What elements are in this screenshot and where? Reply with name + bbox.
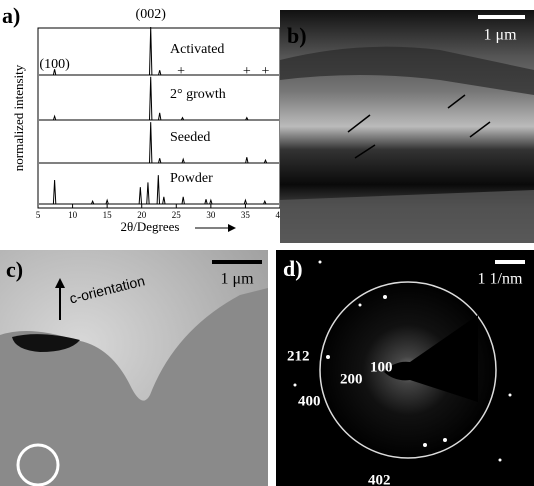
peak (181, 196, 185, 205)
peak (146, 182, 150, 205)
panel-label: a) (2, 3, 20, 28)
peak (90, 199, 95, 205)
peak (138, 187, 143, 205)
peak-label: (100) (39, 57, 70, 72)
peak (149, 122, 153, 164)
peak (204, 199, 208, 205)
series-label: Activated (170, 42, 224, 57)
peak-label: (002) (136, 7, 167, 22)
scale-label: 1 μm (483, 27, 517, 44)
x-tick-label: 5 (36, 210, 41, 220)
peak (243, 198, 248, 205)
panel-label: d) (283, 256, 303, 281)
image-region (12, 334, 80, 352)
panel-label: b) (287, 23, 307, 48)
peak (181, 157, 185, 164)
arrow-head (55, 278, 65, 288)
y-axis-label: normalized intensity (11, 64, 26, 171)
x-tick-label: 15 (103, 210, 113, 220)
spot-label: 402 (368, 472, 391, 486)
spot-label: 212 (287, 348, 310, 364)
x-tick-label: 35 (241, 210, 251, 220)
phase-marker: + (177, 64, 185, 79)
spots (293, 260, 512, 462)
x-tick-label: 25 (172, 210, 182, 220)
peak (245, 116, 249, 121)
peak (52, 114, 57, 121)
x-tick-label: 30 (206, 210, 216, 220)
series-label: 2° growth (170, 87, 226, 102)
spot-label: 100 (370, 359, 393, 375)
x-tick-label: 10 (68, 210, 78, 220)
xrd-panel: a) normalized intensity 2θ/Degrees 5 10 15… (2, 3, 285, 234)
peak (158, 158, 162, 164)
peak (156, 175, 161, 205)
peak (263, 199, 267, 205)
arrows (347, 94, 491, 159)
peak (245, 157, 249, 164)
phase-marker: + (243, 64, 251, 79)
aperture-circle (16, 443, 60, 486)
scale-label: 1 1/nm (478, 271, 523, 288)
beam-stop (384, 315, 478, 402)
scale-label: 1 μm (220, 271, 254, 288)
peak (52, 69, 57, 76)
image-texture (280, 190, 534, 243)
peak (157, 112, 162, 121)
arrow-head (228, 224, 236, 232)
peak (52, 179, 57, 205)
series-label: Powder (170, 171, 213, 186)
spot-label: 200 (340, 371, 363, 387)
peak (180, 116, 185, 121)
peak (162, 196, 166, 205)
peak (149, 26, 153, 76)
x-tick-label: 20 (137, 210, 147, 220)
ring (319, 281, 497, 459)
x-axis-label: 2θ/Degrees (121, 219, 180, 234)
spot-label: 400 (298, 393, 321, 409)
peak (158, 70, 162, 76)
image-texture (280, 46, 534, 95)
peak (149, 76, 153, 121)
panel-label: c) (6, 257, 23, 282)
phase-marker: + (262, 64, 270, 79)
peak (209, 198, 213, 205)
series-label: Seeded (170, 130, 210, 145)
peak (263, 158, 268, 164)
peak (105, 198, 109, 205)
